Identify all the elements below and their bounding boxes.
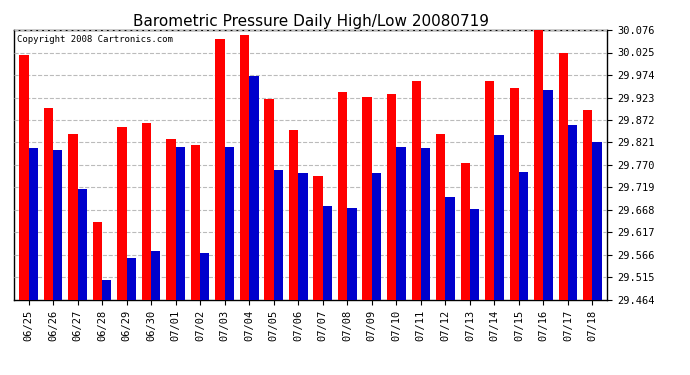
Bar [372,173,381,300]
Bar [126,258,136,300]
Bar [215,39,225,300]
Bar [485,81,495,300]
Bar [117,128,126,300]
Title: Barometric Pressure Daily High/Low 20080719: Barometric Pressure Daily High/Low 20080… [132,14,489,29]
Bar [142,123,151,300]
Bar [362,97,372,300]
Bar [559,53,568,300]
Bar [53,150,62,300]
Bar [510,88,519,300]
Bar [347,208,357,300]
Bar [338,92,347,300]
Bar [19,55,28,300]
Bar [264,99,274,300]
Bar [436,134,445,300]
Bar [495,135,504,300]
Bar [240,35,249,300]
Bar [445,197,455,300]
Bar [470,209,479,300]
Bar [249,76,259,300]
Bar [583,110,593,300]
Bar [593,142,602,300]
Bar [421,148,430,300]
Bar [568,125,578,300]
Bar [68,134,77,300]
Bar [225,147,234,300]
Bar [166,138,176,300]
Bar [102,280,111,300]
Bar [28,148,38,300]
Bar [313,176,323,300]
Bar [396,147,406,300]
Text: Copyright 2008 Cartronics.com: Copyright 2008 Cartronics.com [17,35,172,44]
Bar [43,108,53,300]
Bar [387,94,396,300]
Bar [274,170,283,300]
Bar [200,253,210,300]
Bar [289,130,298,300]
Bar [460,163,470,300]
Bar [77,189,87,300]
Bar [191,145,200,300]
Bar [176,147,185,300]
Bar [323,206,332,300]
Bar [298,173,308,300]
Bar [411,81,421,300]
Bar [92,222,102,300]
Bar [534,30,544,300]
Bar [544,90,553,300]
Bar [519,172,529,300]
Bar [151,251,161,300]
